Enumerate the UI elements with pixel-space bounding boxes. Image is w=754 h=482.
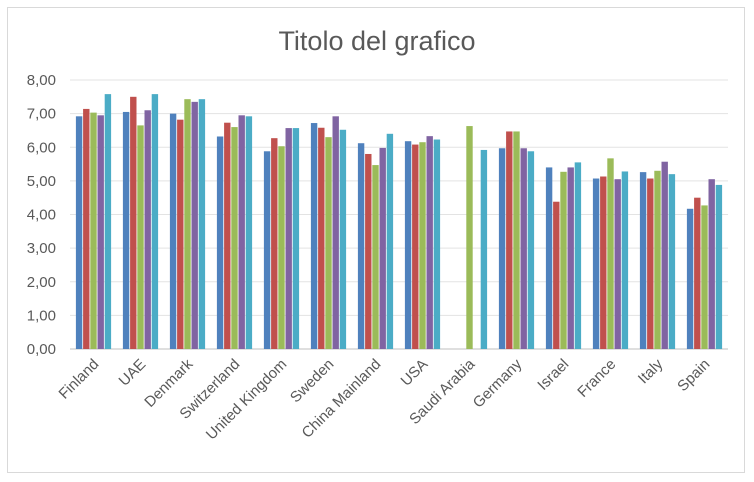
bar xyxy=(310,123,318,349)
bar xyxy=(654,170,661,349)
bar xyxy=(144,110,151,349)
bar xyxy=(191,101,198,349)
bar xyxy=(607,158,614,349)
bar xyxy=(545,167,553,349)
x-category-label: Germany xyxy=(470,355,526,411)
bar xyxy=(433,139,441,349)
bar xyxy=(560,171,567,349)
bar xyxy=(419,142,426,349)
bar xyxy=(245,116,253,349)
bar xyxy=(520,148,527,349)
y-tick-label: 4,00 xyxy=(27,207,56,224)
bar xyxy=(614,179,621,349)
bar xyxy=(668,174,676,349)
bar xyxy=(137,125,144,349)
bar xyxy=(372,165,379,349)
x-category-label: Finland xyxy=(56,356,103,403)
gridlines xyxy=(70,79,728,350)
bar xyxy=(271,138,278,349)
bar xyxy=(325,137,332,349)
bar xyxy=(238,115,245,349)
x-category-label: Italy xyxy=(635,355,667,387)
bar xyxy=(404,141,412,349)
bar xyxy=(621,171,629,349)
x-category-label: UAE xyxy=(115,356,149,390)
x-category-label: Spain xyxy=(674,356,713,395)
bar xyxy=(339,129,347,349)
bar xyxy=(278,146,285,349)
bar xyxy=(639,172,647,349)
bar xyxy=(661,161,668,349)
bar xyxy=(574,162,582,349)
y-tick-label: 2,00 xyxy=(27,274,56,291)
bars xyxy=(75,94,723,350)
bar xyxy=(75,116,83,349)
bar xyxy=(332,116,339,349)
bar xyxy=(694,197,701,349)
y-tick-label: 5,00 xyxy=(27,173,56,190)
x-category-label: Israel xyxy=(534,356,572,394)
bar xyxy=(498,148,506,349)
bar xyxy=(83,108,90,349)
bar xyxy=(104,94,112,350)
bar xyxy=(285,128,292,349)
bar xyxy=(553,201,560,349)
y-axis-tick-labels: 0,00 1,00 2,00 3,00 4,00 5,00 6,00 7,00 8,00 xyxy=(27,72,56,358)
bar xyxy=(365,153,372,349)
bar xyxy=(527,151,535,349)
bar xyxy=(701,205,708,349)
bar xyxy=(386,133,394,349)
bar xyxy=(90,112,97,350)
bar xyxy=(184,99,191,349)
bar xyxy=(177,119,184,350)
bar xyxy=(198,99,206,349)
bar xyxy=(169,113,177,350)
bar xyxy=(231,127,238,349)
bar xyxy=(708,179,715,349)
bar xyxy=(263,151,271,349)
y-tick-label: 8,00 xyxy=(27,72,56,89)
bar xyxy=(318,127,325,349)
bar xyxy=(600,176,607,349)
bar xyxy=(466,126,473,349)
bar xyxy=(715,184,723,349)
y-tick-label: 1,00 xyxy=(27,307,56,324)
bar xyxy=(412,144,419,349)
bar xyxy=(97,115,104,349)
bar xyxy=(480,149,488,349)
bar xyxy=(216,136,224,349)
bar xyxy=(357,143,365,349)
bar xyxy=(647,178,654,349)
bar xyxy=(122,111,130,349)
bar xyxy=(686,208,694,349)
bar xyxy=(426,136,433,349)
bar xyxy=(151,94,159,350)
y-tick-label: 3,00 xyxy=(27,240,56,257)
bar xyxy=(567,167,574,349)
bar xyxy=(592,178,600,349)
x-category-label: USA xyxy=(397,356,431,390)
bar xyxy=(513,131,520,349)
x-category-label: France xyxy=(574,356,619,401)
y-tick-label: 7,00 xyxy=(27,106,56,123)
bar xyxy=(292,128,300,349)
bar xyxy=(506,131,513,349)
bar xyxy=(130,96,137,349)
y-tick-label: 6,00 xyxy=(27,139,56,156)
x-category-label: United Kingdom xyxy=(203,356,290,443)
chart-title: Titolo del grafico xyxy=(278,26,476,56)
y-tick-label: 0,00 xyxy=(27,341,56,358)
bar xyxy=(379,147,386,349)
bar xyxy=(224,122,231,349)
